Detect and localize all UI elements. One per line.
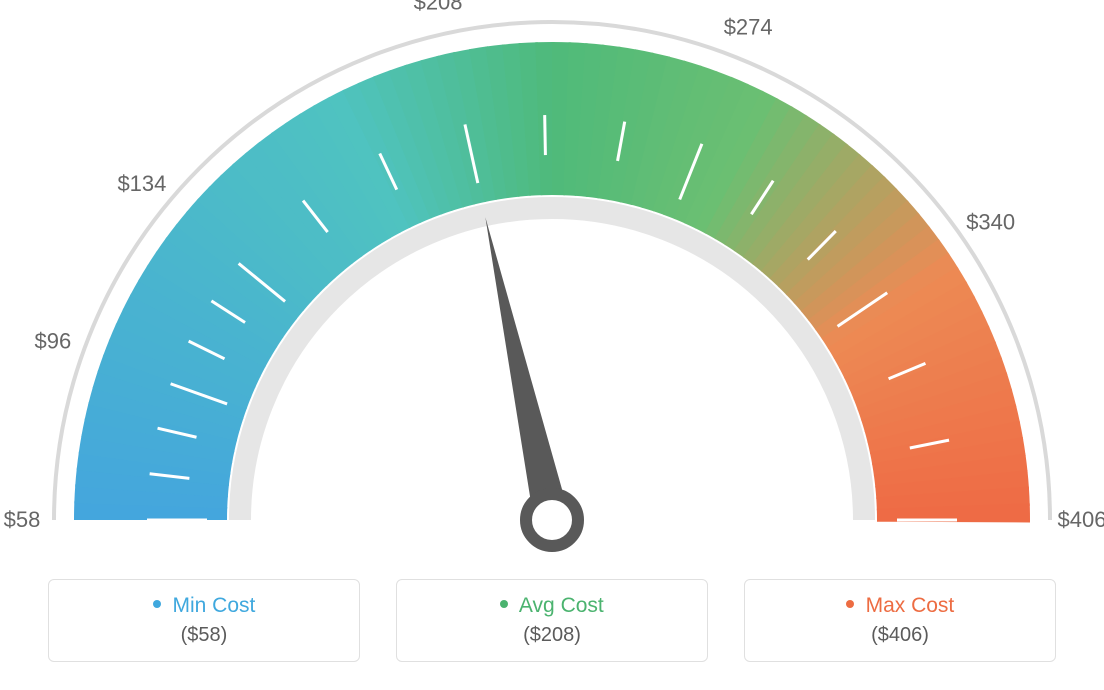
legend-avg-value: ($208) [397, 624, 707, 647]
legend-max-value: ($406) [745, 624, 1055, 647]
legend-max-card: Max Cost ($406) [744, 579, 1056, 662]
legend: Min Cost ($58) Avg Cost ($208) Max Cost … [0, 579, 1104, 662]
svg-text:$406: $406 [1058, 507, 1104, 532]
legend-min-label: Min Cost [172, 594, 255, 617]
svg-text:$58: $58 [4, 507, 41, 532]
svg-text:$134: $134 [117, 171, 166, 196]
legend-min-title: Min Cost [49, 594, 359, 618]
legend-max-title: Max Cost [745, 594, 1055, 618]
svg-text:$340: $340 [966, 210, 1015, 235]
svg-text:$96: $96 [35, 329, 72, 354]
bullet-icon [846, 600, 854, 608]
legend-avg-label: Avg Cost [519, 594, 604, 617]
bullet-icon [153, 600, 161, 608]
legend-min-value: ($58) [49, 624, 359, 647]
chart-container: $58 $96 $134 $208 $274 $340 $406 Min Cost ($58… [0, 0, 1104, 690]
legend-avg-title: Avg Cost [397, 594, 707, 618]
gauge: $58 $96 $134 $208 $274 $340 $406 [0, 0, 1104, 560]
svg-text:$208: $208 [414, 0, 463, 14]
legend-min-card: Min Cost ($58) [48, 579, 360, 662]
legend-avg-card: Avg Cost ($208) [396, 579, 708, 662]
legend-max-label: Max Cost [866, 594, 955, 617]
svg-text:$274: $274 [724, 15, 773, 40]
bullet-icon [500, 600, 508, 608]
